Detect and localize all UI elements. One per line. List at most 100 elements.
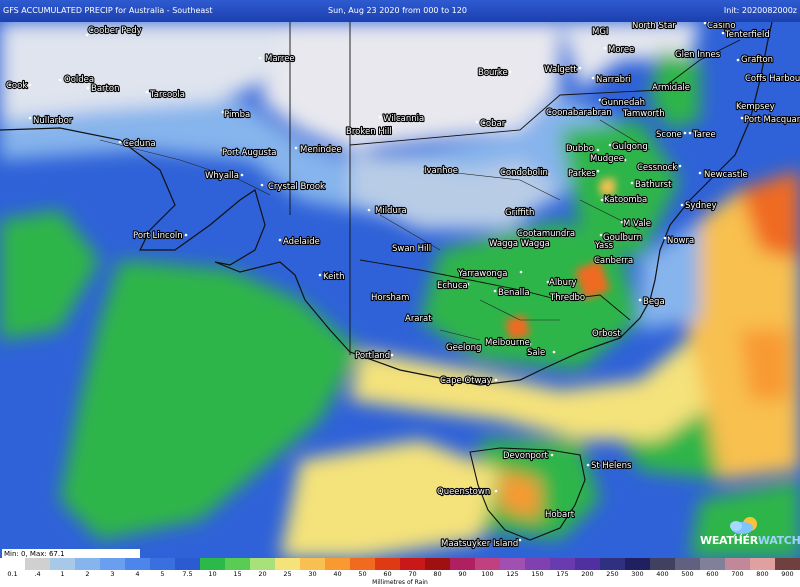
legend-swatch <box>675 558 701 570</box>
place-cobar: Cobar <box>480 119 506 129</box>
place-m-vale: M Vale <box>623 219 651 229</box>
legend-tick-label: 600 <box>706 570 719 578</box>
place-devonport: Devonport <box>503 451 548 461</box>
legend-swatch <box>725 558 751 570</box>
place-sydney: Sydney <box>685 201 716 211</box>
place-coonabarabran: Coonabarabran <box>546 108 612 118</box>
place-parkes: Parkes <box>568 169 596 179</box>
place-grafton: Grafton <box>741 55 773 65</box>
legend-swatch <box>525 558 551 570</box>
place-gunnedah: Gunnedah <box>601 98 645 108</box>
place-hobart: Hobart <box>545 510 575 520</box>
legend-tick-label: 3 <box>110 570 115 578</box>
legend-swatch <box>100 558 126 570</box>
place-kempsey: Kempsey <box>736 102 775 112</box>
place-thredbo: Thredbo <box>549 293 585 303</box>
legend-swatch <box>125 558 151 570</box>
legend-unit: Millimetres of Rain <box>372 579 428 586</box>
legend-swatch <box>250 558 276 570</box>
legend-tick-label: 20 <box>258 570 267 578</box>
legend-tick-label: .4 <box>34 570 41 578</box>
legend-tick-label: 50 <box>358 570 367 578</box>
place-geelong: Geelong <box>446 343 481 353</box>
place-goulburn: Goulburn <box>603 233 642 243</box>
map-title: GFS ACCUMULATED PRECIP for Australia - S… <box>3 6 213 15</box>
place-coober-pedy: Coober Pedy <box>88 26 142 36</box>
place-taree: Taree <box>692 130 716 140</box>
legend-tick-label: 2 <box>85 570 90 578</box>
legend-swatch <box>625 558 651 570</box>
place-whyalla: Whyalla <box>205 171 239 181</box>
legend-swatch <box>325 558 351 570</box>
legend-swatch <box>400 558 426 570</box>
place-griffith: Griffith <box>505 208 534 218</box>
place-ivanhoe: Ivanhoe <box>424 166 458 176</box>
place-keith: Keith <box>323 272 344 282</box>
legend-swatch <box>775 558 800 570</box>
precip-map: Coober Pedy Marree Cook Ooldea Barton Ta… <box>0 22 800 558</box>
logo-cloud-icon <box>730 517 757 537</box>
place-sale: Sale <box>527 348 545 358</box>
place-narrabri: Narrabri <box>596 75 631 85</box>
legend-tick-label: 400 <box>656 570 669 578</box>
legend-swatch <box>450 558 476 570</box>
place-port-macquarie: Port Macquarie <box>744 115 800 125</box>
place-bathurst: Bathurst <box>635 180 672 190</box>
weatherwatch-logo: WEATHERWATCH <box>700 512 800 552</box>
legend-swatch <box>275 558 301 570</box>
legend-tick-label: 800 <box>756 570 769 578</box>
place-wagga-wagga: Wagga Wagga <box>489 239 550 249</box>
legend-tick-label: 5 <box>160 570 165 578</box>
place-barton: Barton <box>91 84 119 94</box>
legend-swatch <box>0 558 26 570</box>
legend-tick-label: 80 <box>433 570 442 578</box>
legend-tick-label: 7.5 <box>182 570 193 578</box>
place-wilcannia: Wilcannia <box>383 114 424 124</box>
legend-tick-label: 70 <box>408 570 417 578</box>
place-walgett: Walgett <box>544 65 577 75</box>
legend-tick-label: 40 <box>333 570 342 578</box>
legend-swatch <box>500 558 526 570</box>
legend-tick-label: 150 <box>531 570 544 578</box>
place-pimba: Pimba <box>224 110 250 120</box>
legend-tick-label: 700 <box>731 570 744 578</box>
place-tenterfield: Tenterfield <box>724 30 770 40</box>
place-mildura: Mildura <box>375 206 407 216</box>
place-glen-innes: Glen Innes <box>675 50 721 60</box>
place-bega: Bega <box>643 297 665 307</box>
header-bar: GFS ACCUMULATED PRECIP for Australia - S… <box>0 0 800 22</box>
place-tamworth: Tamworth <box>622 109 665 119</box>
place-orbost: Orbost <box>592 329 621 339</box>
legend-swatch <box>700 558 726 570</box>
place-newcastle: Newcastle <box>704 170 748 180</box>
place-ceduna: Ceduna <box>123 139 156 149</box>
legend-tick-label: 90 <box>458 570 467 578</box>
min-max-readout: Min: 0, Max: 67.1 <box>2 549 140 559</box>
place-ooldea: Ooldea <box>64 75 94 85</box>
place-katoomba: Katoomba <box>604 195 647 205</box>
place-ararat: Ararat <box>405 314 432 324</box>
place-coffs-harbour: Coffs Harbour <box>745 74 800 84</box>
place-melbourne: Melbourne <box>485 338 530 348</box>
place-st-helens: St Helens <box>591 461 632 471</box>
legend-swatch <box>75 558 101 570</box>
legend-swatch <box>650 558 676 570</box>
legend-tick-label: 200 <box>581 570 594 578</box>
place-moree: Moree <box>608 45 634 55</box>
place-swan-hill: Swan Hill <box>392 244 431 254</box>
legend-swatch <box>375 558 401 570</box>
legend-swatch <box>25 558 51 570</box>
legend-swatch <box>350 558 376 570</box>
legend-tick-label: 10 <box>208 570 217 578</box>
place-gulgong: Gulgong <box>612 142 648 152</box>
legend-tick-label: 175 <box>556 570 569 578</box>
legend-swatch <box>175 558 201 570</box>
legend-swatch <box>50 558 76 570</box>
place-mgi: MGI <box>592 27 608 37</box>
place-cape-otway: Cape Otway <box>440 376 492 386</box>
place-echuca: Echuca <box>437 281 468 291</box>
place-queenstown: Queenstown <box>437 487 490 497</box>
legend-tick-label: 0.1 <box>7 570 18 578</box>
place-casino: Casino <box>707 22 736 31</box>
